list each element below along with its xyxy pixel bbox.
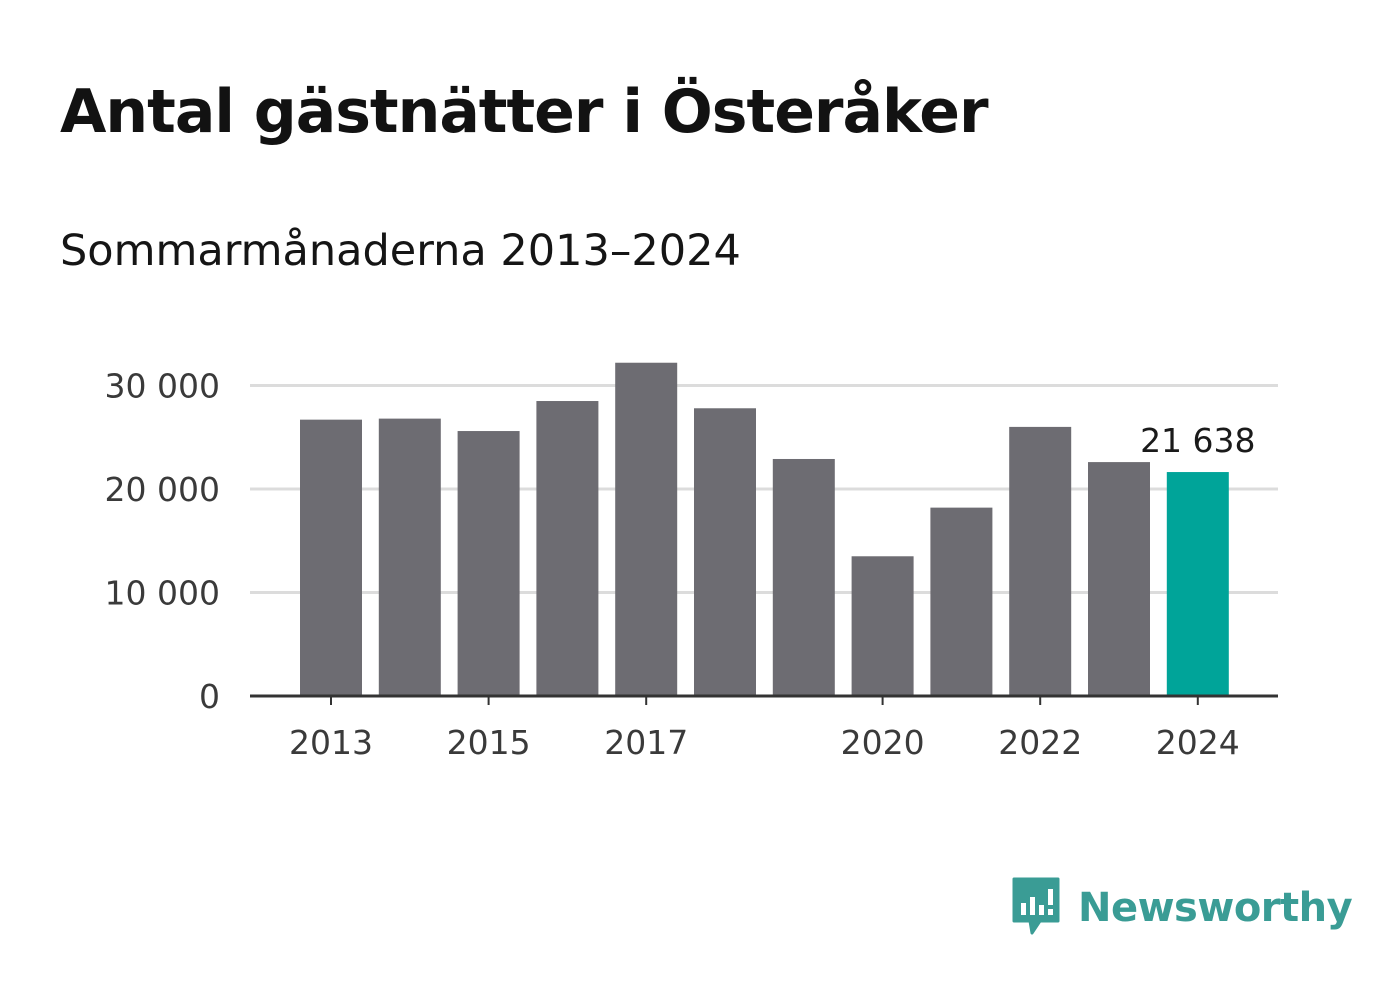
bar-2022 xyxy=(1009,426,1072,696)
y-tick-label: 30 000 xyxy=(105,367,220,406)
bar-2024 xyxy=(1166,472,1229,696)
x-tick-label: 2020 xyxy=(841,723,925,762)
chart-title: Antal gästnätter i Österåker xyxy=(60,77,989,147)
y-axis-tick-labels: 0 10 000 20 000 30 000 xyxy=(105,367,220,717)
bar-2021 xyxy=(930,507,993,696)
bar-2017 xyxy=(615,362,678,696)
bar-2015 xyxy=(457,431,520,696)
y-tick-label: 10 000 xyxy=(105,574,220,613)
y-tick-label: 0 xyxy=(199,677,220,716)
x-tick-label: 2017 xyxy=(604,723,688,762)
data-labels: 21 638 xyxy=(1140,421,1255,460)
x-tick-label: 2013 xyxy=(289,723,373,762)
bar-2023 xyxy=(1088,462,1150,696)
x-tick-label: 2024 xyxy=(1156,723,1240,762)
brand-name: Newsworthy xyxy=(1078,885,1353,931)
y-tick-label: 20 000 xyxy=(105,470,220,509)
newsworthy-logo-icon xyxy=(1010,875,1062,941)
bar-2014 xyxy=(378,418,441,696)
bars xyxy=(300,362,1229,696)
x-axis-ticks: 2013 2015 2017 2020 2022 2024 xyxy=(289,696,1240,762)
data-label-highlight: 21 638 xyxy=(1140,421,1255,460)
bar-2013 xyxy=(300,419,362,696)
bar-2019 xyxy=(772,458,835,696)
bar-2018 xyxy=(694,408,756,696)
bar-2016 xyxy=(536,401,599,696)
chart-subtitle: Sommarmånaderna 2013–2024 xyxy=(60,226,741,276)
newsworthy-brand: Newsworthy xyxy=(1010,875,1353,941)
x-tick-label: 2022 xyxy=(998,723,1082,762)
bar-2020 xyxy=(851,556,914,696)
x-tick-label: 2015 xyxy=(447,723,531,762)
